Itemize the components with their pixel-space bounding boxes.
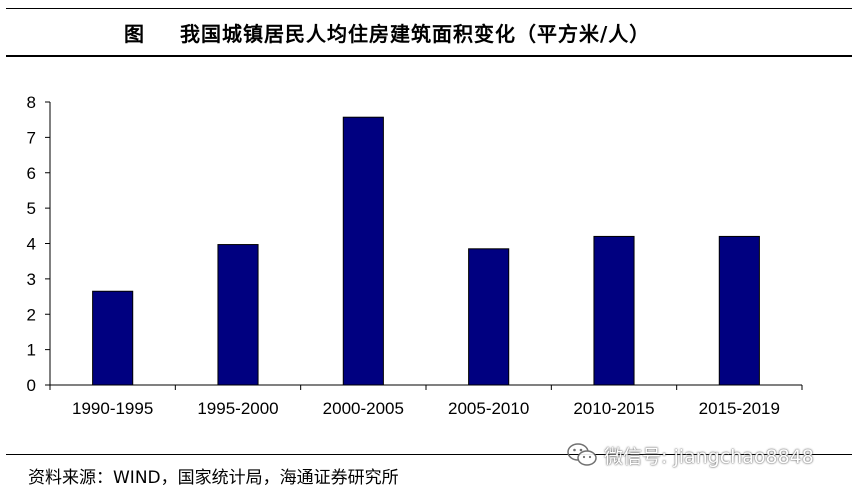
source-note: 资料来源：WIND，国家统计局，海通证券研究所 [28,468,399,488]
watermark-text: 微信号: jiangchao8848 [604,445,814,468]
y-tick-label: 8 [27,93,36,112]
bar [718,235,760,386]
bar [92,290,134,386]
bar [342,116,384,386]
y-tick-label: 4 [27,235,36,254]
y-tick-label: 0 [27,376,36,395]
figure-label: 图 [124,22,144,46]
figure-header: 图 我国城镇居民人均住房建筑面积变化（平方米/人） [0,12,858,46]
y-tick-label: 6 [27,164,36,183]
x-tick-label: 2015-2019 [699,399,780,418]
x-tick-label: 2005-2010 [448,399,529,418]
y-tick-label: 3 [27,270,36,289]
y-tick-label: 5 [27,199,36,218]
x-tick-label: 1990-1995 [72,399,153,418]
wechat-icon [567,443,597,466]
bar [217,244,259,386]
y-tick-label: 7 [27,128,36,147]
bar [593,235,635,386]
bottom-rule [6,454,852,455]
y-tick-label: 1 [27,341,36,360]
x-tick-label: 1995-2000 [197,399,278,418]
title-underline [6,55,852,57]
chart-title: 我国城镇居民人均住房建筑面积变化（平方米/人） [180,22,651,46]
y-tick-label: 2 [27,305,36,324]
top-rule [6,8,852,9]
watermark: 微信号: jiangchao8848 [566,438,814,472]
x-tick-label: 2000-2005 [323,399,404,418]
x-tick-label: 2010-2015 [573,399,654,418]
bar [468,248,510,386]
